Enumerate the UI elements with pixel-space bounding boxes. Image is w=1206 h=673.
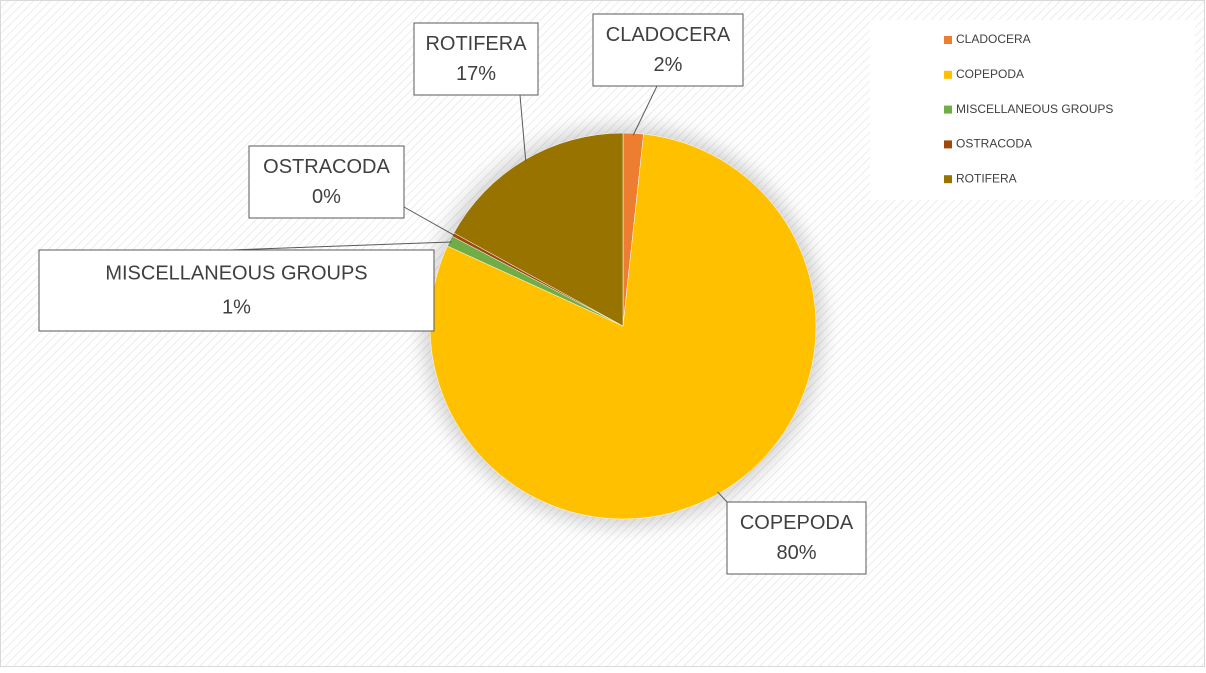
data-label-box bbox=[413, 22, 539, 96]
data-label-category: OSTRACODA bbox=[263, 156, 390, 178]
legend-box bbox=[870, 20, 1195, 200]
data-label-category: MISCELLANEOUS GROUPS bbox=[105, 263, 367, 285]
legend-swatch bbox=[944, 70, 952, 79]
data-label-box bbox=[38, 249, 435, 332]
legend-swatch bbox=[944, 36, 952, 44]
data-label-value: 2% bbox=[654, 54, 683, 76]
legend-label: MISCELLANEOUS GROUPS bbox=[956, 102, 1113, 116]
data-label-category: ROTIFERA bbox=[425, 33, 527, 55]
data-label-value: 80% bbox=[776, 542, 816, 564]
data-label-value: 17% bbox=[456, 63, 496, 85]
data-label-box bbox=[248, 145, 405, 219]
legend-swatch bbox=[944, 175, 952, 184]
data-label-value: 1% bbox=[222, 297, 251, 319]
legend-label: OSTRACODA bbox=[956, 137, 1032, 151]
legend-swatch bbox=[944, 105, 952, 114]
leader-line bbox=[632, 85, 658, 136]
data-label-box bbox=[592, 13, 744, 87]
data-label-category: CLADOCERA bbox=[606, 24, 731, 46]
legend-label: CLADOCERA bbox=[956, 32, 1031, 46]
data-label-value: 0% bbox=[312, 186, 341, 208]
leader-line bbox=[519, 94, 527, 162]
leader-line bbox=[229, 241, 452, 251]
legend-swatch bbox=[944, 140, 952, 149]
leader-line bbox=[403, 206, 456, 237]
legend-label: COPEPODA bbox=[956, 67, 1024, 81]
data-label-box bbox=[726, 501, 867, 575]
data-label-category: COPEPODA bbox=[740, 512, 854, 534]
pie-slice bbox=[453, 132, 624, 327]
leader-line bbox=[717, 491, 728, 503]
legend-label: ROTIFERA bbox=[956, 171, 1017, 185]
